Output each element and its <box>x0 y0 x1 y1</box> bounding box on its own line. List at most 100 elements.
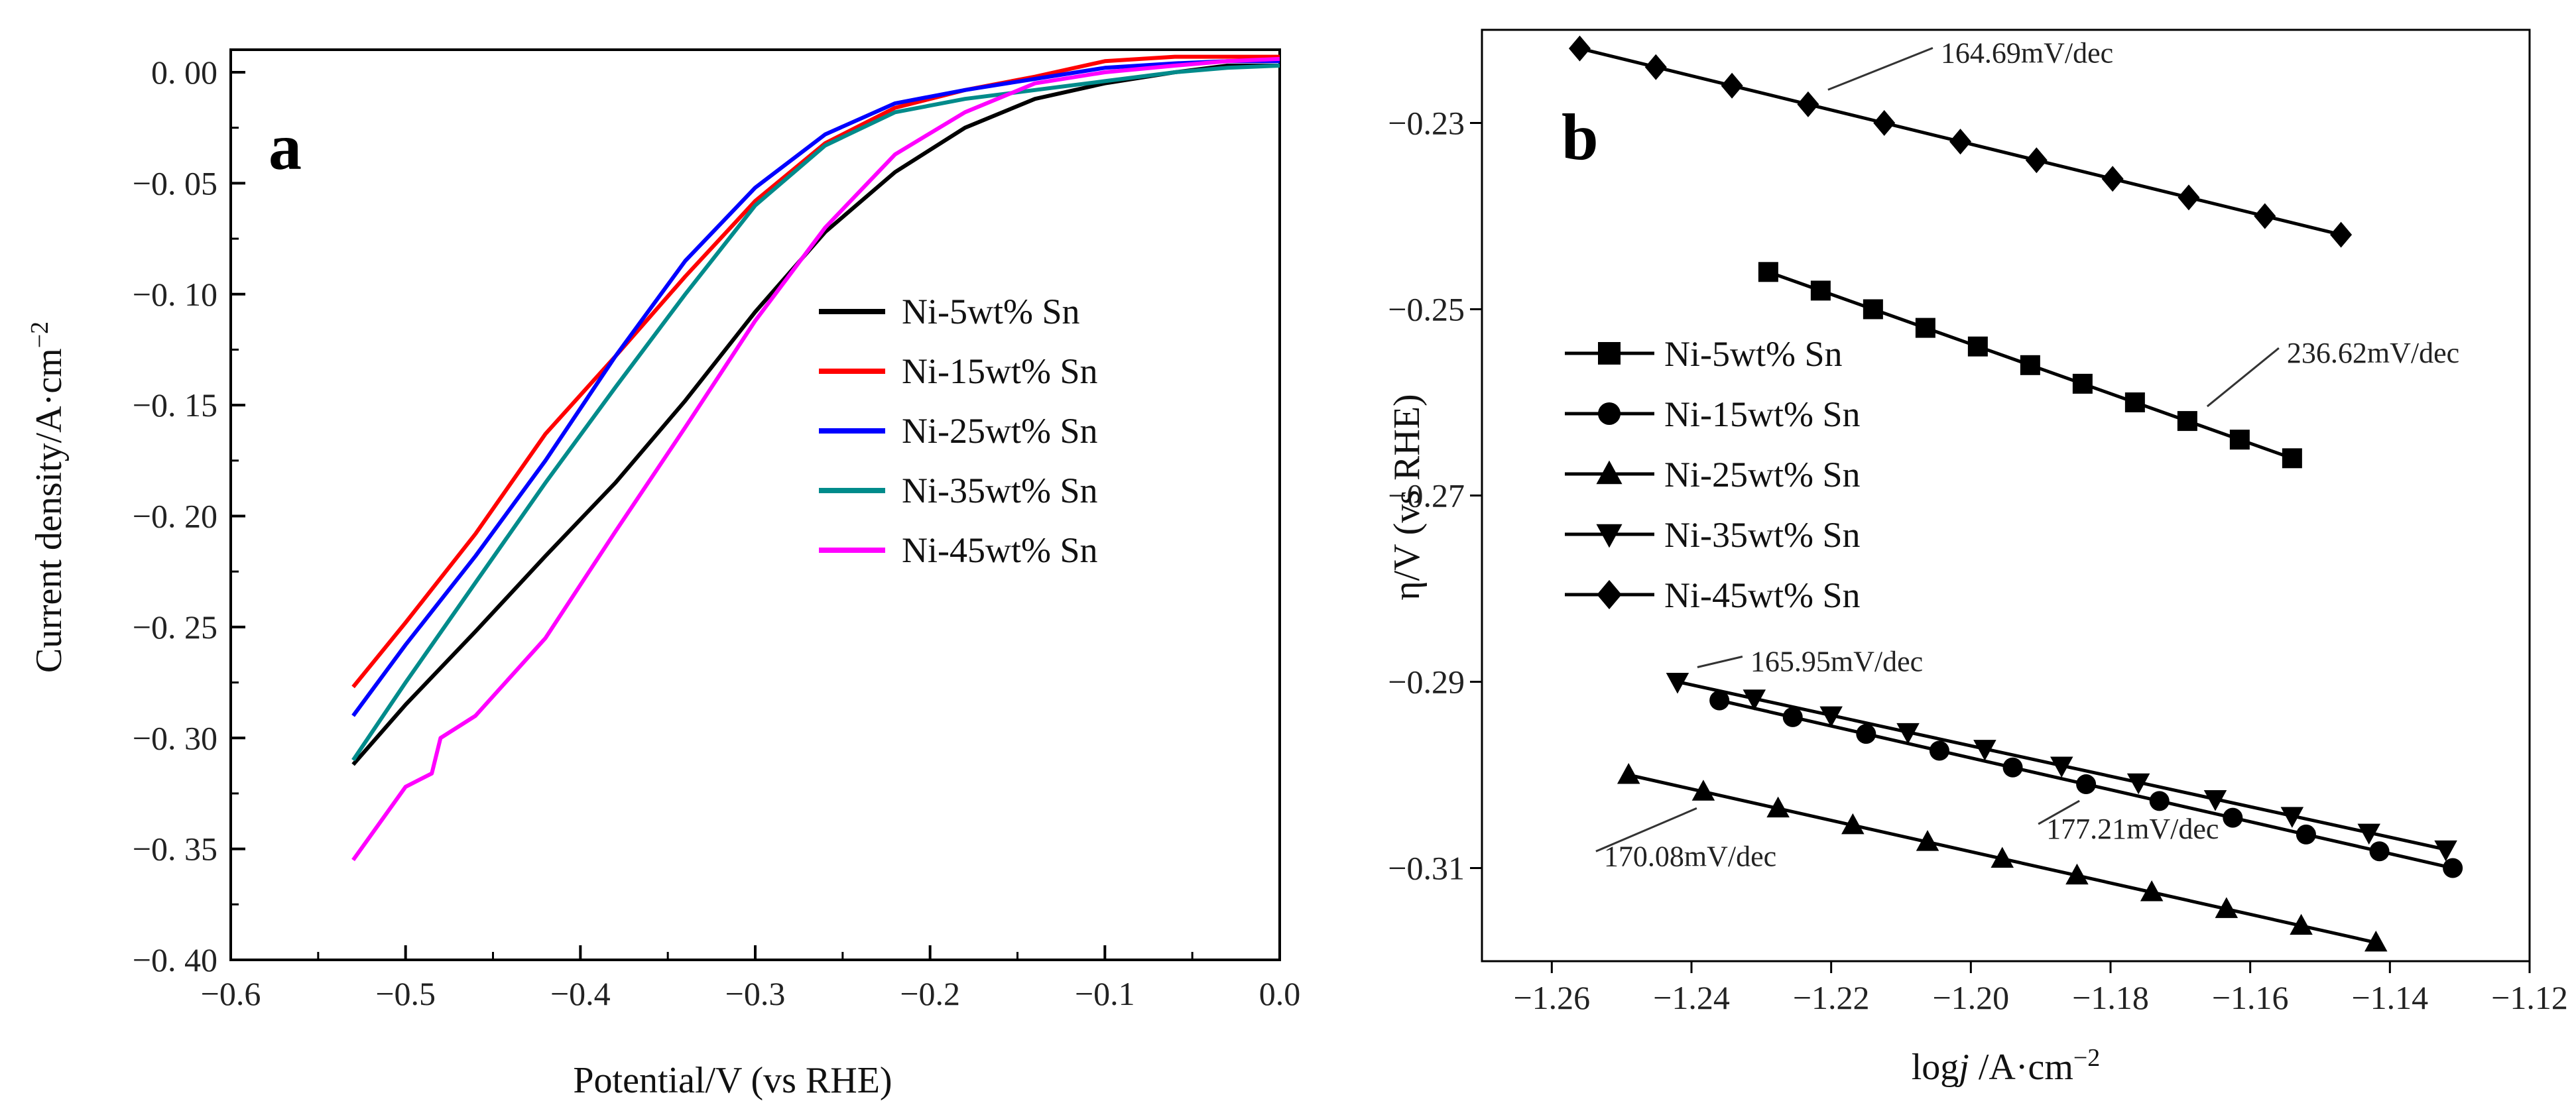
panel-b-legend-marker-ni-5wt-sn <box>1598 342 1621 365</box>
panel-b-anno-arrow-ni-35wt-sn <box>1697 656 1743 668</box>
panel-b-point-ni-15wt-sn <box>1856 724 1876 744</box>
panel-b-point-ni-45wt-sn <box>2330 221 2353 248</box>
panel-b-series-ni-5wt-sn <box>1758 262 2302 469</box>
panel-a-y-tick-label: −0. 10 <box>133 276 217 313</box>
panel-b-ticks <box>1470 122 2531 973</box>
panel-b-point-ni-5wt-sn <box>2072 373 2093 394</box>
panel-a-xlabel: Potential/V (vs RHE) <box>573 1060 892 1101</box>
panel-b-point-ni-25wt-sn <box>2364 930 2388 952</box>
panel-b-point-ni-35wt-sn <box>2357 823 2380 845</box>
panel-b-point-ni-25wt-sn <box>2065 863 2089 885</box>
panel-b-y-axis-title: η/V (vs RHE) <box>1386 394 1428 600</box>
panel-a-y-tick-labels: 0. 00 −0. 05 −0. 10 −0. 15 −0. 20 −0. 25 −0. 3… <box>133 54 217 978</box>
panel-b-point-ni-5wt-sn <box>1863 299 1883 320</box>
panel-b-slope-label-ni-35wt-sn: 165.95mV/dec <box>1750 646 1923 678</box>
panel-b-point-ni-15wt-sn <box>2002 757 2023 778</box>
panel-a-x-tick-label: −0.5 <box>375 975 436 1012</box>
panel-b-legend-label-ni-25wt-sn: Ni-25wt% Sn <box>1664 455 1861 495</box>
panel-b-x-tick-label: −1.24 <box>1653 979 1730 1016</box>
panel-b-ylabel: η/V (vs RHE) <box>1386 394 1428 600</box>
panel-b-point-ni-25wt-sn <box>1991 847 2014 868</box>
panel-a-series-line-ni-45wt-sn <box>351 56 1280 862</box>
panel-b-point-ni-35wt-sn <box>1743 689 1766 711</box>
panel-b-legend-label-ni-15wt-sn: Ni-15wt% Sn <box>1664 394 1861 434</box>
panel-b-point-ni-35wt-sn <box>2434 840 2457 862</box>
panel-b-point-ni-5wt-sn <box>2229 430 2250 450</box>
panel-a-x-tick-label: −0.1 <box>1075 975 1135 1012</box>
panel-b-point-ni-45wt-sn <box>2101 166 2124 192</box>
panel-b-point-ni-15wt-sn <box>2443 858 2463 878</box>
panel-b-point-ni-15wt-sn <box>2149 791 2170 811</box>
panel-b-point-ni-5wt-sn <box>1758 262 1778 282</box>
panel-b-point-ni-35wt-sn <box>2280 807 2304 828</box>
panel-b-point-ni-5wt-sn <box>2282 448 2302 469</box>
panel-b-point-ni-5wt-sn <box>2124 392 2145 412</box>
panel-b-point-ni-45wt-sn <box>2177 184 2200 211</box>
panel-a-x-axis-title: Potential/V (vs RHE) <box>573 1060 892 1101</box>
panel-b-point-ni-45wt-sn <box>1721 72 1743 99</box>
panel-b-x-tick-label: −1.14 <box>2351 979 2428 1016</box>
panel-b-legend-marker-ni-25wt-sn <box>1596 460 1623 485</box>
panel-b-x-tick-label: −1.16 <box>2212 979 2289 1016</box>
panel-a-series <box>351 54 1280 862</box>
panel-a-ylabel: Current density/A·cm <box>29 348 70 673</box>
panel-b-legend-label-ni-35wt-sn: Ni-35wt% Sn <box>1664 515 1861 555</box>
panel-a-series-line-ni-35wt-sn <box>351 64 1280 762</box>
panel-b-xlabel: log <box>1912 1047 1959 1088</box>
panel-b-series-ni-15wt-sn <box>1709 690 2463 878</box>
panel-b-point-ni-25wt-sn <box>1691 780 1715 801</box>
panel-b-point-ni-45wt-sn <box>2025 147 2048 174</box>
panel-b-point-ni-35wt-sn <box>1819 706 1843 728</box>
panel-a-x-tick-labels: −0.6 −0.5 −0.4 −0.3 −0.2 −0.1 0.0 <box>201 975 1301 1012</box>
panel-b-slope-label-ni-25wt-sn: 170.08mV/dec <box>1604 840 1776 872</box>
panel-b-slope-label-ni-5wt-sn: 236.62mV/dec <box>2287 337 2459 369</box>
panel-b-series-ni-25wt-sn <box>1617 763 2388 952</box>
panel-a-ylabel-sup: −2 <box>26 322 54 348</box>
panel-b-x-axis-title: logj /A·cm−2 <box>1912 1044 2101 1088</box>
panel-b-anno-arrow-ni-25wt-sn <box>1595 807 1697 852</box>
panel-a-y-tick-label: −0. 25 <box>133 609 217 646</box>
panel-a-y-tick-label: 0. 00 <box>151 54 217 91</box>
panel-b-plot-frame <box>1481 29 2531 963</box>
panel-b-point-ni-25wt-sn <box>1617 763 1640 784</box>
panel-a-x-tick-label: −0.3 <box>725 975 786 1012</box>
panel-b-anno-arrow-ni-5wt-sn <box>2206 347 2280 408</box>
panel-b-y-tick-label: −0.23 <box>1388 105 1465 142</box>
panel-b-point-ni-15wt-sn <box>2369 841 2390 862</box>
panel-b-point-ni-15wt-sn <box>2076 774 2097 795</box>
panel-b-point-ni-15wt-sn <box>2223 807 2243 828</box>
panel-b-series <box>1568 35 2463 952</box>
panel-b-point-ni-35wt-sn <box>1973 740 1996 761</box>
panel-b-legend-label-ni-5wt-sn: Ni-5wt% Sn <box>1664 334 1843 374</box>
panel-b-series-ni-45wt-sn <box>1568 35 2353 248</box>
panel-b-point-ni-15wt-sn <box>2296 824 2316 845</box>
panel-b-slope-label-ni-45wt-sn: 164.69mV/dec <box>1941 36 2113 69</box>
panel-a-legend-label-ni-35wt-sn: Ni-35wt% Sn <box>902 471 1098 510</box>
panel-b-legend-marker-ni-15wt-sn <box>1598 402 1621 425</box>
panel-b-point-ni-25wt-sn <box>2290 913 2313 935</box>
panel-a-y-tick-label: −0. 15 <box>133 386 217 424</box>
panel-a-y-tick-label: −0. 20 <box>133 498 217 535</box>
panel-b-point-ni-25wt-sn <box>2215 897 2239 918</box>
panel-b-xlabel-sup: −2 <box>2073 1044 2100 1072</box>
panel-b-point-ni-35wt-sn <box>2126 773 2150 795</box>
panel-b-point-ni-15wt-sn <box>1782 707 1803 727</box>
panel-b-point-ni-5wt-sn <box>2020 355 2040 375</box>
panel-b-legend-marker-ni-45wt-sn <box>1597 579 1622 610</box>
panel-b-x-tick-labels: −1.26 −1.24 −1.22 −1.20 −1.18 −1.16 −1.14 −1.12 <box>1513 979 2567 1016</box>
panel-a-x-tick-label: 0.0 <box>1259 975 1301 1012</box>
panel-b-point-ni-15wt-sn <box>1709 690 1730 711</box>
panel-a-y-tick-label: −0. 05 <box>133 164 217 202</box>
panel-b-slope-annotations: 236.62mV/dec 177.21mV/dec 170.08mV/dec 165.… <box>1595 36 2459 872</box>
panel-a-y-axis-title: Current density/A·cm−2 <box>26 322 70 673</box>
panel-b-point-ni-35wt-sn <box>2050 756 2073 778</box>
panel-b-y-tick-label: −0.29 <box>1388 664 1465 701</box>
panel-b-slope-label-ni-15wt-sn: 177.21mV/dec <box>2046 813 2219 845</box>
panel-b-point-ni-15wt-sn <box>1929 740 1949 761</box>
panel-a-legend-label-ni-5wt-sn: Ni-5wt% Sn <box>902 292 1080 331</box>
panel-b-point-ni-25wt-sn <box>2140 880 2164 902</box>
panel-a-y-tick-label: −0. 35 <box>133 831 217 868</box>
panel-b-point-ni-25wt-sn <box>1841 813 1865 835</box>
panel-b-point-ni-45wt-sn <box>1797 91 1819 117</box>
